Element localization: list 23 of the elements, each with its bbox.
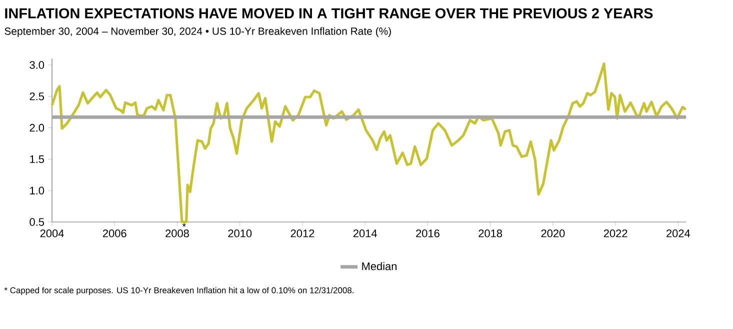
x-tick-label: 2008: [166, 230, 189, 238]
x-tick-label: 2012: [290, 230, 314, 238]
x-tick-label: 2018: [478, 230, 502, 238]
y-tick-label: 1.5: [30, 155, 44, 164]
y-tick-label: 1.0: [30, 186, 44, 194]
x-tick-label: 2022: [604, 230, 628, 238]
legend-label: Median: [362, 262, 396, 270]
chart-title: INFLATION EXPECTATIONS HAVE MOVED IN A TIGHT RANGE OVER THE PREVIOUS 2 YEARS: [5, 8, 653, 18]
x-tick-label: 2006: [102, 230, 126, 238]
text: * Capped for scale purposes. US 10-Yr Breakeven Inflation hit a low of 0.10% on 12/31/2008.: [4, 287, 354, 295]
y-tick-label: 2.0: [30, 124, 44, 132]
x-tick-label: 2024: [666, 230, 690, 238]
x-tick-label: 2016: [416, 230, 440, 238]
x-tick-label: 2020: [541, 230, 565, 238]
x-tick-label: 2010: [228, 230, 252, 238]
line-series: [50, 62, 687, 224]
y-tick-label: 3.0: [30, 61, 44, 69]
y-tick-label: 2.5: [30, 92, 44, 100]
chart-subtitle: September 30, 2004 – November 30, 2024 • US 10-Yr Breakeven Inflation Rate (%): [4, 27, 391, 37]
annotation: *: [182, 223, 186, 227]
y-tick-label: 0.5: [30, 218, 44, 226]
x-tick-label: 2004: [40, 230, 64, 238]
x-tick-label: 2014: [353, 230, 377, 238]
